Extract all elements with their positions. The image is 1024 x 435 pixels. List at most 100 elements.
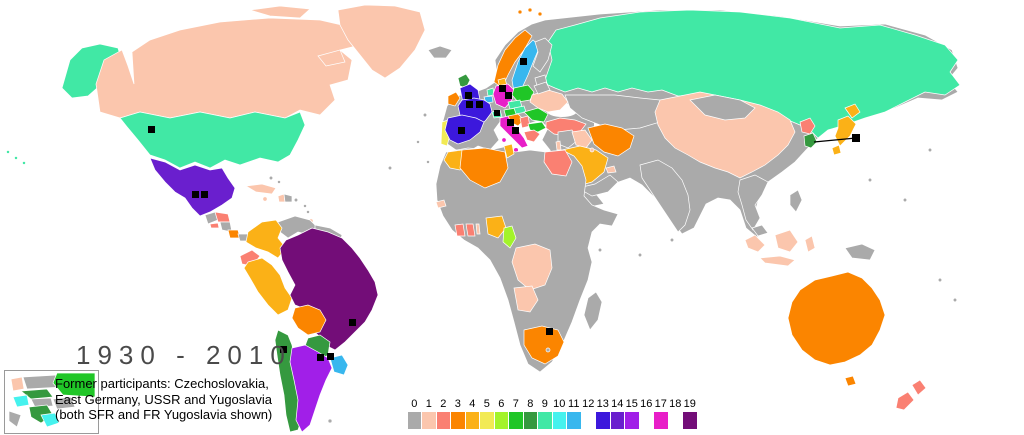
country-ivory-coast <box>454 223 466 237</box>
legend-swatch <box>523 412 537 429</box>
hawaii-islands <box>6 150 26 165</box>
country-philippines <box>789 189 803 213</box>
country-papua-new-guinea <box>844 243 876 261</box>
country-lesotho <box>545 347 551 353</box>
legend-swatch <box>494 412 508 429</box>
legend-swatch <box>465 412 479 429</box>
legend-value-label: 15 <box>625 398 638 410</box>
country-usa <box>119 111 306 169</box>
host-marker-italy-1990 <box>512 127 519 134</box>
country-angola <box>513 285 539 313</box>
legend-swatch <box>683 412 697 429</box>
inset-region-fr-yugoslavia-north <box>12 394 30 408</box>
inset-region-fr-yugoslavia-south <box>40 412 60 428</box>
host-marker-germany-2006 <box>505 92 512 99</box>
country-bolivia <box>291 304 327 336</box>
country-japan-honshu <box>834 115 857 147</box>
country-uae <box>605 165 617 174</box>
country-indonesia-borneo <box>774 229 799 253</box>
country-canada <box>95 17 361 119</box>
country-indonesia-sulawesi <box>804 235 816 253</box>
legend-value-label: 6 <box>498 398 505 410</box>
legend-value-label: 16 <box>640 398 653 410</box>
legend-value-label: 1 <box>425 398 432 410</box>
legend-value-label: 9 <box>541 398 548 410</box>
svalbard-islands <box>517 7 543 17</box>
legend-value-label: 3 <box>454 398 461 410</box>
region-se-asia <box>737 174 769 231</box>
former-participants-inset <box>4 370 99 434</box>
country-greece <box>523 129 541 143</box>
country-malaysia <box>751 224 769 237</box>
legend-cell-0: 0 <box>407 398 422 429</box>
country-japan-hokkaido <box>844 103 861 119</box>
host-marker-korea-japan <box>852 134 860 142</box>
host-marker-england <box>465 92 472 99</box>
country-algeria <box>459 147 509 189</box>
legend-value-label: 14 <box>611 398 624 410</box>
inset-region-east-germany <box>10 376 25 392</box>
caption-line-2: East Germany, USSR and Yugoslavia <box>55 391 273 407</box>
host-marker-sweden <box>520 58 527 65</box>
legend-swatch <box>581 412 595 429</box>
legend-value-label: 0 <box>411 398 418 410</box>
caption-line-3: (both SFR and FR Yugoslavia shown) <box>55 407 273 422</box>
host-marker-switzerland <box>494 110 500 116</box>
country-india <box>639 159 691 233</box>
legend-value-label: 8 <box>527 398 534 410</box>
country-el-salvador <box>209 222 220 229</box>
appearances-legend: 0 1 2 3 4 5 6 7 8 9 10 11 12 13 14 15 16 17 18 19 <box>407 398 697 429</box>
legend-cell-3: 3 <box>451 398 466 429</box>
country-senegal <box>435 199 447 209</box>
legend-cell-1: 1 <box>422 398 437 429</box>
legend-swatch <box>654 412 668 429</box>
legend-swatch <box>480 412 494 429</box>
country-honduras <box>214 211 231 223</box>
country-south-korea <box>803 132 818 149</box>
country-romania <box>523 107 549 123</box>
legend-value-label: 11 <box>568 398 580 410</box>
ocean-islands <box>387 112 958 303</box>
legend-swatch <box>538 412 552 429</box>
host-marker-spain <box>458 127 465 134</box>
legend-value-label: 17 <box>654 398 667 410</box>
country-ireland <box>447 91 461 107</box>
country-finland <box>532 37 553 73</box>
legend-cell-12: 12 <box>581 398 596 429</box>
caption-line-1: Former participants: Czechoslovakia, <box>55 376 269 391</box>
host-marker-brazil <box>349 319 356 326</box>
region-yemen-oman <box>577 174 619 197</box>
legend-cell-11: 11 <box>567 398 582 429</box>
country-canada-arctic <box>249 5 311 19</box>
country-togo <box>475 223 481 235</box>
legend-cell-10: 10 <box>552 398 567 429</box>
former-participants-caption: Former participants: Czechoslovakia, Eas… <box>55 376 272 423</box>
country-uruguay <box>329 354 349 376</box>
country-belarus <box>533 81 551 95</box>
inset-region-ussr <box>52 372 96 398</box>
country-scotland <box>457 73 471 89</box>
country-new-zealand-north <box>911 379 927 396</box>
country-ghana <box>465 223 476 237</box>
legend-swatch <box>422 412 436 429</box>
inset-region-hungary <box>30 397 54 408</box>
falkland-islands <box>327 418 333 424</box>
inset-region-italy <box>8 410 22 428</box>
country-jamaica <box>262 196 268 202</box>
host-marker-france-1938 <box>466 101 473 108</box>
inset-region-romania <box>52 396 76 410</box>
legend-cell-7: 7 <box>509 398 524 429</box>
host-marker-korea-japan-line <box>813 137 857 143</box>
legend-value-label: 7 <box>512 398 519 410</box>
host-markers <box>148 58 860 361</box>
legend-cell-17: 17 <box>654 398 669 429</box>
country-mongolia <box>689 94 756 121</box>
country-cameroon <box>502 225 517 249</box>
legend-swatch <box>552 412 566 429</box>
legend-swatch <box>610 412 624 429</box>
legend-cell-18: 18 <box>668 398 683 429</box>
legend-value-label: 18 <box>669 398 682 410</box>
country-ukraine <box>529 89 569 113</box>
country-australia-tasmania <box>844 375 857 387</box>
country-south-africa <box>523 325 565 365</box>
